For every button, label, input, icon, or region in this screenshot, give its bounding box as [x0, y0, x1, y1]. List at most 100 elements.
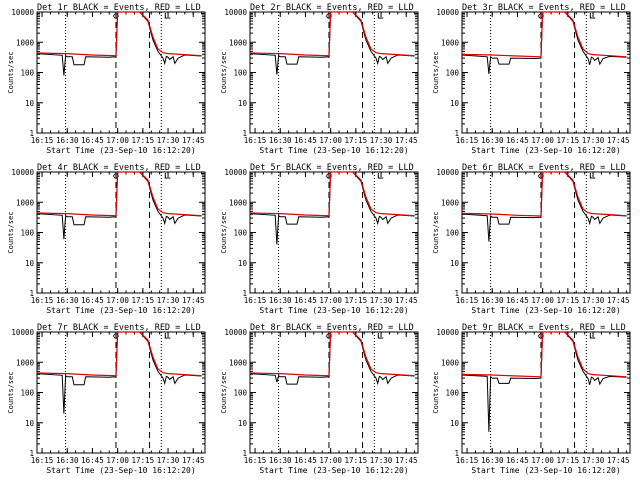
y-tick-label: 100 [233, 69, 247, 78]
panel-title: Det 3r BLACK = Events, RED = LLD [462, 3, 626, 13]
series-line-events [249, 331, 415, 386]
x-tick-label: 16:30 [56, 296, 79, 305]
x-tick-label: 17:30 [370, 136, 393, 145]
circle-marker [113, 13, 119, 19]
panel-title: Det 8r BLACK = Events, RED = LLD [250, 323, 414, 333]
y-tick-label: 1 [242, 289, 247, 298]
bracket-marker [589, 333, 596, 339]
x-tick-label: 17:30 [370, 296, 393, 305]
circle-marker [538, 13, 544, 19]
x-tick-label: 16:15 [244, 296, 267, 305]
y-tick-label: 100 [20, 69, 34, 78]
y-tick-label: 1000 [16, 358, 35, 367]
y-tick-label: 10 [25, 99, 35, 108]
x-tick-label: 16:45 [294, 296, 317, 305]
x-tick-label: 16:30 [481, 136, 504, 145]
circle-marker [113, 333, 119, 339]
detector-panel-1: Det 1r BLACK = Events, RED = LLD Counts/s… [7, 3, 206, 155]
y-tick-label: 100 [20, 229, 34, 238]
x-tick-label: 17:00 [319, 136, 342, 145]
x-tick-label: 16:15 [244, 136, 267, 145]
bracket-marker [377, 13, 384, 19]
x-tick-label: 16:45 [81, 136, 104, 145]
x-tick-label: 17:15 [557, 456, 580, 465]
y-tick-label: 1000 [229, 38, 248, 47]
x-tick-label: 16:45 [506, 136, 529, 145]
series-line-events [461, 331, 627, 432]
plot-frame [36, 11, 206, 134]
x-tick-label: 17:00 [106, 296, 129, 305]
x-tick-label: 17:45 [182, 296, 205, 305]
x-tick-label: 17:45 [395, 296, 418, 305]
series-line-events [249, 171, 415, 245]
x-tick-label: 16:45 [506, 456, 529, 465]
bracket-marker [589, 13, 596, 19]
x-tick-label: 17:30 [582, 456, 605, 465]
x-axis-label: Start Time (23-Sep-10 16:12:20) [471, 306, 620, 315]
y-tick-label: 1 [29, 289, 34, 298]
y-axis-label: Counts/sec [7, 371, 15, 413]
detector-panel-7: Det 7r BLACK = Events, RED = LLD Counts/s… [7, 323, 206, 475]
y-tick-label: 10000 [11, 8, 34, 17]
y-tick-label: 1 [454, 129, 459, 138]
series-line-lld [36, 11, 202, 57]
y-axis-label: Counts/sec [220, 51, 228, 93]
circle-marker [326, 333, 332, 339]
y-axis-label: Counts/sec [7, 211, 15, 253]
detector-panel-6: Det 6r BLACK = Events, RED = LLD Counts/s… [432, 163, 631, 315]
x-tick-label: 17:30 [582, 296, 605, 305]
y-tick-label: 10 [238, 99, 248, 108]
bracket-marker [164, 13, 171, 19]
x-tick-label: 17:45 [607, 456, 630, 465]
plot-frame [249, 331, 419, 454]
y-tick-label: 100 [445, 229, 459, 238]
x-tick-label: 17:45 [182, 456, 205, 465]
y-tick-label: 1 [242, 129, 247, 138]
x-tick-label: 17:30 [582, 136, 605, 145]
y-tick-label: 10000 [224, 8, 247, 17]
series-line-lld [461, 171, 627, 217]
panel-title: Det 7r BLACK = Events, RED = LLD [37, 323, 201, 333]
panel-title: Det 2r BLACK = Events, RED = LLD [250, 3, 414, 13]
x-tick-label: 17:45 [607, 136, 630, 145]
y-tick-label: 1000 [16, 38, 35, 47]
bracket-marker [164, 333, 171, 339]
y-tick-label: 1000 [229, 358, 248, 367]
x-tick-label: 16:15 [456, 296, 479, 305]
panel-title: Det 4r BLACK = Events, RED = LLD [37, 163, 201, 173]
x-tick-label: 17:15 [345, 296, 368, 305]
x-tick-label: 17:00 [531, 456, 554, 465]
y-tick-label: 1 [242, 449, 247, 458]
bracket-marker [164, 173, 171, 179]
x-tick-label: 16:15 [456, 136, 479, 145]
panel-title: Det 5r BLACK = Events, RED = LLD [250, 163, 414, 173]
detector-panel-9: Det 9r BLACK = Events, RED = LLD Counts/s… [432, 323, 631, 475]
bracket-marker [377, 333, 384, 339]
y-tick-label: 10 [450, 259, 460, 268]
y-axis-label: Counts/sec [220, 371, 228, 413]
y-tick-label: 1000 [16, 198, 35, 207]
series-line-events [36, 171, 202, 240]
y-tick-label: 10 [25, 259, 35, 268]
panel-title: Det 6r BLACK = Events, RED = LLD [462, 163, 626, 173]
x-tick-label: 17:15 [557, 296, 580, 305]
plot-frame [249, 11, 419, 134]
x-axis-label: Start Time (23-Sep-10 16:12:20) [259, 306, 408, 315]
plot-frame [461, 171, 631, 294]
x-tick-label: 17:30 [370, 456, 393, 465]
x-tick-label: 16:30 [481, 456, 504, 465]
series-line-lld [249, 11, 415, 57]
y-tick-label: 1000 [441, 38, 460, 47]
y-tick-label: 10000 [11, 328, 34, 337]
x-tick-label: 16:30 [269, 296, 292, 305]
y-tick-label: 1 [454, 449, 459, 458]
series-line-events [249, 11, 415, 75]
x-tick-label: 16:45 [294, 136, 317, 145]
y-tick-label: 10 [238, 259, 248, 268]
x-tick-label: 17:15 [132, 296, 155, 305]
series-line-lld [36, 331, 202, 377]
detector-panel-4: Det 4r BLACK = Events, RED = LLD Counts/s… [7, 163, 206, 315]
circle-marker [326, 13, 332, 19]
bracket-marker [589, 173, 596, 179]
x-axis-label: Start Time (23-Sep-10 16:12:20) [259, 146, 408, 155]
